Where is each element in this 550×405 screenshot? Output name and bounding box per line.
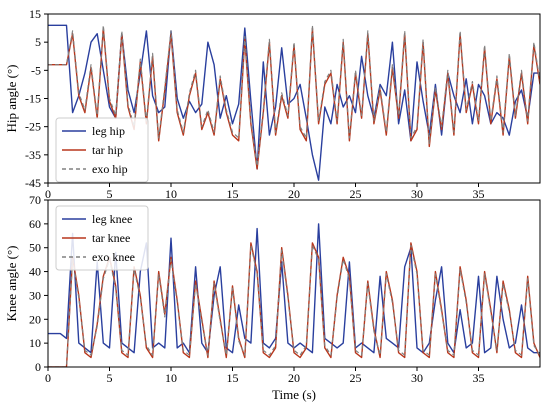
x-tick-label: 25 <box>350 371 362 385</box>
x-tick-label: 5 <box>107 187 113 201</box>
y-axis-label: Hip angle (°) <box>4 64 19 132</box>
hip-angle-panel: 0 5 10 15 20 25 30 35 -45 -35 -25 -15 -5 5 15 Hip angle… <box>4 7 541 201</box>
y-tick-label: 50 <box>29 241 41 255</box>
y-tick-label: 15 <box>29 7 41 21</box>
y-tick-label: 10 <box>29 336 41 350</box>
legend-label: leg knee <box>92 212 132 226</box>
y-axis-label: Knee angle (°) <box>4 246 19 322</box>
x-tick-label: 35 <box>473 371 485 385</box>
legend-label: tar hip <box>92 143 123 157</box>
x-tick-label: 15 <box>227 187 239 201</box>
y-tick-label: -5 <box>31 63 41 77</box>
x-tick-label: 20 <box>288 187 300 201</box>
series-line-exo-hip <box>48 24 540 167</box>
y-tick-label: 0 <box>35 360 41 374</box>
legend-label: exo hip <box>92 162 128 176</box>
y-tick-label: 30 <box>29 288 41 302</box>
x-tick-label: 0 <box>45 371 51 385</box>
x-tick-label: 30 <box>411 187 423 201</box>
x-tick-label: 35 <box>473 187 485 201</box>
x-tick-label: 10 <box>165 187 177 201</box>
legend-label: exo knee <box>92 250 135 264</box>
legend-label: leg hip <box>92 124 125 138</box>
x-tick-label: 5 <box>107 371 113 385</box>
y-tick-label: 70 <box>29 193 41 207</box>
y-tick-label: 40 <box>29 265 41 279</box>
series-line-exo-knee <box>48 244 540 367</box>
x-axis-label: Time (s) <box>272 387 316 402</box>
y-tick-label: 5 <box>35 35 41 49</box>
x-tick-label: 20 <box>288 371 300 385</box>
x-tick-label: 10 <box>165 371 177 385</box>
legend: leg hip tar hip exo hip <box>55 117 149 183</box>
y-tick-label: -35 <box>25 148 41 162</box>
y-tick-label: 20 <box>29 312 41 326</box>
y-tick-label: 60 <box>29 217 41 231</box>
legend: leg knee tar knee exo knee <box>55 205 149 271</box>
x-tick-label: 30 <box>411 371 423 385</box>
series-line-leg-hip <box>48 24 540 181</box>
y-tick-label: -45 <box>25 176 41 190</box>
y-tick-label: -25 <box>25 120 41 134</box>
knee-angle-panel: 0 5 10 15 20 25 30 35 0 10 20 30 40 50 60 70 Knee angle … <box>4 193 541 402</box>
legend-label: tar knee <box>92 231 130 245</box>
x-tick-label: 0 <box>45 187 51 201</box>
y-tick-label: -15 <box>25 92 41 106</box>
series-lines <box>48 223 540 367</box>
x-tick-label: 25 <box>350 187 362 201</box>
series-lines <box>48 24 540 181</box>
x-tick-label: 15 <box>227 371 239 385</box>
legend-box <box>55 205 149 271</box>
legend-box <box>55 117 149 183</box>
